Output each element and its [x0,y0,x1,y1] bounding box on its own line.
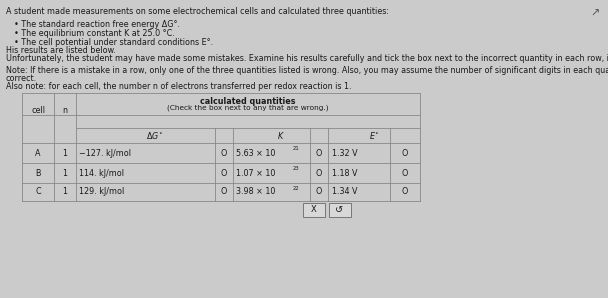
Text: n: n [63,106,67,115]
Text: O: O [402,148,408,158]
Text: 1.18 V: 1.18 V [332,168,358,178]
Text: A: A [35,148,41,158]
Text: O: O [402,168,408,178]
Text: • The cell potential under standard conditions E°.: • The cell potential under standard cond… [14,38,213,47]
Text: Also note: for each cell, the number n of electrons transferred per redox reacti: Also note: for each cell, the number n o… [6,82,351,91]
Text: C: C [35,187,41,196]
Text: O: O [221,168,227,178]
Text: 5.63 × 10: 5.63 × 10 [236,148,275,158]
Bar [328,203,350,217]
Text: O: O [316,148,322,158]
Text: O: O [221,187,227,196]
Text: 1.32 V: 1.32 V [332,148,358,158]
Text: 1: 1 [63,168,67,178]
Text: • The equilibrium constant K at 25.0 °C.: • The equilibrium constant K at 25.0 °C. [14,29,174,38]
Text: O: O [316,187,322,196]
Text: O: O [316,168,322,178]
Text: −127. kJ/mol: −127. kJ/mol [79,148,131,158]
Text: 1.07 × 10: 1.07 × 10 [236,168,275,178]
Text: 114. kJ/mol: 114. kJ/mol [79,168,124,178]
Text: $E^{\circ}$: $E^{\circ}$ [369,130,379,141]
Text: Unfortunately, the student may have made some mistakes. Examine his results care: Unfortunately, the student may have made… [6,54,608,63]
Text: ↗: ↗ [590,9,600,19]
Bar [303,203,325,217]
Text: calculated quantities: calculated quantities [200,97,295,105]
Text: 22: 22 [293,185,300,190]
Text: Note: If there is a mistake in a row, only one of the three quantities listed is: Note: If there is a mistake in a row, on… [6,66,608,75]
Text: ↺: ↺ [336,205,344,215]
Text: cell: cell [31,106,45,115]
Text: 129. kJ/mol: 129. kJ/mol [79,187,124,196]
Text: $K$: $K$ [277,130,285,141]
Text: O: O [221,148,227,158]
Text: 1: 1 [63,148,67,158]
Text: 1.34 V: 1.34 V [332,187,358,196]
Text: $\Delta G^{\circ}$: $\Delta G^{\circ}$ [146,130,163,141]
Text: A student made measurements on some electrochemical cells and calculated three q: A student made measurements on some elec… [6,7,389,16]
Text: 21: 21 [293,147,300,151]
Text: X: X [311,206,316,215]
Text: O: O [402,187,408,196]
Text: His results are listed below.: His results are listed below. [6,46,116,55]
Text: B: B [35,168,41,178]
Text: (Check the box next to any that are wrong.): (Check the box next to any that are wron… [167,105,329,111]
Text: 1: 1 [63,187,67,196]
Text: • The standard reaction free energy ΔG°.: • The standard reaction free energy ΔG°. [14,20,180,29]
Text: 3.98 × 10: 3.98 × 10 [236,187,275,196]
Text: 23: 23 [293,167,300,172]
Text: correct.: correct. [6,74,37,83]
